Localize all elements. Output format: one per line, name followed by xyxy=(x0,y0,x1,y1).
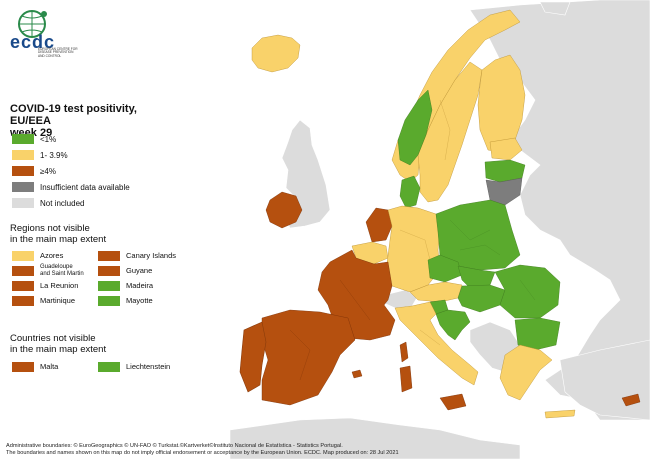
legend-item: Insufficient data available xyxy=(12,179,130,195)
region-borders-yellow xyxy=(399,99,451,346)
legend-item: Not included xyxy=(12,195,130,211)
poland xyxy=(435,199,521,271)
legend-label: ≥4% xyxy=(40,166,56,176)
countries-section-title: Countries not visible in the main map ex… xyxy=(10,333,170,355)
legend-swatch xyxy=(98,361,120,372)
sweden xyxy=(417,61,483,203)
legend-swatch xyxy=(12,166,34,176)
country-item-malta: Malta xyxy=(12,361,98,372)
ecdc-wordmark: ecdc xyxy=(10,32,56,52)
corsica xyxy=(399,341,409,363)
non-included-regions xyxy=(229,0,650,459)
region-item-azores: Azores xyxy=(12,250,98,261)
footer: Administrative boundaries: © EuroGeograp… xyxy=(6,443,646,457)
legend-swatch xyxy=(12,150,34,160)
cyprus xyxy=(621,393,641,407)
region-item-canary-islands: Canary Islands xyxy=(98,250,184,261)
norway-west-green xyxy=(397,89,433,166)
ecdc-logo: ecdc EUROPEAN CENTRE FOR DISEASE PREVENT… xyxy=(8,6,80,58)
estonia xyxy=(489,137,523,161)
legend-item: 1- 3.9% xyxy=(12,147,130,163)
region-label: Guyane xyxy=(126,266,153,275)
region-label: Martinique xyxy=(40,296,76,305)
region-label: Canary Islands xyxy=(126,251,177,260)
region-label: Madeira xyxy=(126,281,154,290)
region-item-mayotte: Mayotte xyxy=(98,295,184,306)
legend-item: <1% xyxy=(12,131,130,147)
sardinia xyxy=(399,365,413,393)
croatia xyxy=(435,309,471,341)
balearics xyxy=(351,369,363,379)
footer-line1: Administrative boundaries: © EuroGeograp… xyxy=(6,443,343,449)
region-borders-brown xyxy=(289,279,371,381)
map-title-line1: COVID-19 test positivity, EU/EEA xyxy=(10,103,137,127)
country-label: Malta xyxy=(40,362,59,371)
regions-legend: Azores Canary Islands Guadeloupe and Sai… xyxy=(12,250,184,306)
legend-swatch xyxy=(12,250,34,261)
legend-label: 1- 3.9% xyxy=(40,150,68,160)
legend-swatch xyxy=(98,280,120,291)
region-item-martinique: Martinique xyxy=(12,295,98,306)
region-label: Mayotte xyxy=(126,296,153,305)
legend-swatch xyxy=(12,265,34,276)
legend-label: Not included xyxy=(40,198,85,208)
region-borders xyxy=(449,219,536,301)
legend-item: ≥4% xyxy=(12,163,130,179)
hungary xyxy=(457,284,506,313)
region-item-guyane: Guyane xyxy=(98,265,184,276)
footer-line2: The boundaries and names shown on this m… xyxy=(6,450,399,456)
ecdc-subtitle-line1: EUROPEAN CENTRE FOR xyxy=(38,47,78,51)
region-label: Guadeloupe and Saint Martin xyxy=(40,263,84,277)
ecdc-subtitle-line2: DISEASE PREVENTION xyxy=(38,50,74,55)
greece xyxy=(499,344,553,401)
country-label: Liechtenstein xyxy=(126,362,171,371)
legend-swatch xyxy=(12,361,34,372)
countries-title-line1: Countries not visible xyxy=(10,333,96,344)
regions-title-line1: Regions not visible xyxy=(10,223,90,234)
netherlands xyxy=(365,207,393,243)
legend-swatch xyxy=(98,265,120,276)
region-item-la-reunion: La Reunion xyxy=(12,280,98,291)
countries-legend: Malta Liechtenstein xyxy=(12,361,184,372)
germany xyxy=(385,205,441,293)
denmark xyxy=(399,175,421,209)
country-item-liechtenstein: Liechtenstein xyxy=(98,361,184,372)
crete xyxy=(544,409,576,419)
romania xyxy=(494,264,561,319)
legend-label: <1% xyxy=(40,134,57,144)
bulgaria xyxy=(514,317,561,351)
region-label: La Reunion xyxy=(40,281,79,290)
legend-swatch xyxy=(12,198,34,208)
legend-swatch xyxy=(98,250,120,261)
globe-icon xyxy=(18,10,47,38)
countries-title-line2: in the main map extent xyxy=(10,344,107,355)
iceland xyxy=(251,34,301,73)
legend-label: Insufficient data available xyxy=(40,182,130,192)
legend-swatch xyxy=(12,280,34,291)
region-item-guadeloupe: Guadeloupe and Saint Martin xyxy=(12,263,98,277)
legend-swatch xyxy=(12,134,34,144)
region-label: Azores xyxy=(40,251,64,260)
sicily xyxy=(439,393,467,411)
legend-swatch xyxy=(98,295,120,306)
legend-swatch xyxy=(12,182,34,192)
portugal xyxy=(239,321,267,393)
region-item-madeira: Madeira xyxy=(98,280,184,291)
ecdc-subtitle: EUROPEAN CENTRE FOR DISEASE PREVENTION A… xyxy=(38,47,80,58)
legend-swatch xyxy=(12,295,34,306)
ecdc-subtitle-line3: AND CONTROL xyxy=(38,53,62,58)
main-legend: <1% 1- 3.9% ≥4% Insufficient data availa… xyxy=(12,131,130,211)
italy xyxy=(394,301,479,386)
ireland xyxy=(265,191,303,229)
regions-title-line2: in the main map extent xyxy=(10,234,107,245)
spain xyxy=(261,309,356,406)
regions-section-title: Regions not visible in the main map exte… xyxy=(10,223,170,245)
